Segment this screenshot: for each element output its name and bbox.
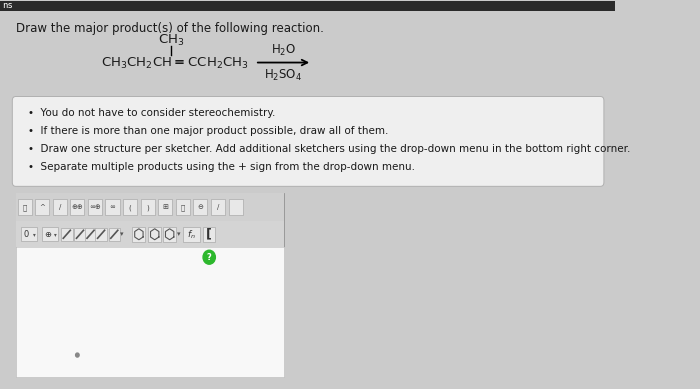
- Text: ▾: ▾: [54, 232, 57, 237]
- Text: •  Separate multiple products using the + sign from the drop-down menu.: • Separate multiple products using the +…: [28, 162, 415, 172]
- Bar: [35, 199, 49, 215]
- Text: •  Draw one structure per sketcher. Add additional sketchers using the drop-down: • Draw one structure per sketcher. Add a…: [28, 144, 631, 154]
- Text: H$_2$SO$_4$: H$_2$SO$_4$: [265, 68, 302, 82]
- Text: 0: 0: [24, 230, 29, 239]
- Circle shape: [203, 250, 216, 264]
- Text: CH$_3$: CH$_3$: [158, 33, 185, 48]
- Text: ⊕: ⊕: [44, 230, 51, 239]
- Text: ^: ^: [39, 204, 45, 210]
- Bar: [42, 227, 58, 241]
- Text: H$_2$O: H$_2$O: [271, 42, 296, 58]
- Text: ∞⊕: ∞⊕: [89, 204, 101, 210]
- Text: ▾: ▾: [120, 231, 123, 237]
- Text: CH$_3$CH$_2$CH$\mathbf{=}$CCH$_2$CH$_3$: CH$_3$CH$_2$CH$\mathbf{=}$CCH$_2$CH$_3$: [101, 56, 249, 71]
- Bar: [132, 227, 146, 242]
- Bar: [108, 228, 120, 241]
- Bar: [0, 1, 615, 11]
- Text: /: /: [217, 204, 219, 210]
- Text: •  If there is more than one major product possible, draw all of them.: • If there is more than one major produc…: [28, 126, 388, 137]
- Bar: [106, 199, 120, 215]
- Text: Draw the major product(s) of the following reaction.: Draw the major product(s) of the followi…: [16, 22, 323, 35]
- Text: ?: ?: [206, 253, 211, 262]
- Text: [: [: [206, 228, 212, 241]
- Bar: [70, 199, 85, 215]
- Bar: [163, 227, 176, 242]
- Bar: [204, 227, 215, 242]
- Bar: [21, 227, 37, 241]
- Bar: [88, 199, 102, 215]
- Text: 🔍: 🔍: [181, 204, 185, 210]
- FancyBboxPatch shape: [13, 96, 604, 186]
- Text: /: /: [59, 204, 61, 210]
- Text: ns: ns: [2, 1, 13, 10]
- Text: ▾: ▾: [33, 232, 36, 237]
- Bar: [18, 199, 32, 215]
- Bar: [211, 199, 225, 215]
- Text: ⊞: ⊞: [162, 204, 168, 210]
- Bar: [183, 227, 200, 242]
- Bar: [123, 199, 137, 215]
- Bar: [52, 199, 66, 215]
- Bar: [193, 199, 207, 215]
- FancyBboxPatch shape: [16, 193, 284, 377]
- Bar: [16, 193, 284, 221]
- Bar: [228, 199, 243, 215]
- Bar: [16, 247, 284, 377]
- Bar: [85, 228, 97, 241]
- Text: ✋: ✋: [22, 204, 27, 210]
- Text: ∞: ∞: [110, 204, 116, 210]
- Bar: [95, 228, 107, 241]
- Bar: [148, 227, 161, 242]
- Text: ): ): [146, 204, 149, 210]
- Bar: [141, 199, 155, 215]
- Text: ▾: ▾: [176, 231, 180, 237]
- Text: ⊕⊕: ⊕⊕: [71, 204, 83, 210]
- Bar: [61, 228, 73, 241]
- Bar: [74, 228, 85, 241]
- Text: ⊖: ⊖: [197, 204, 204, 210]
- Bar: [158, 199, 172, 215]
- Circle shape: [76, 353, 79, 357]
- Text: •  You do not have to consider stereochemistry.: • You do not have to consider stereochem…: [28, 109, 276, 119]
- Bar: [16, 221, 284, 247]
- Text: $f_n$: $f_n$: [187, 228, 196, 240]
- Bar: [176, 199, 190, 215]
- Text: (: (: [129, 204, 132, 210]
